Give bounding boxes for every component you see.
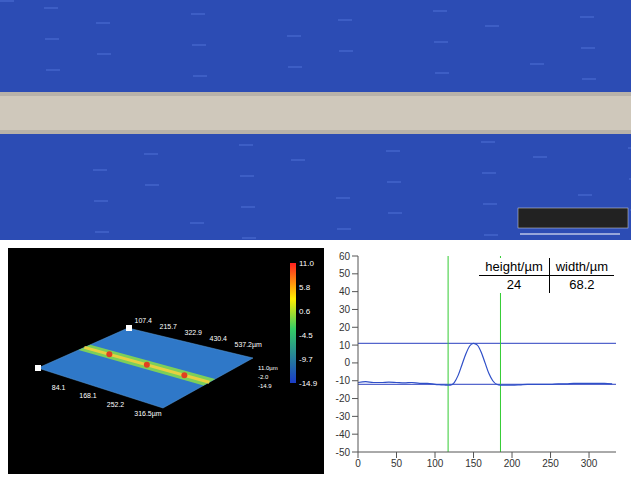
svg-text:150: 150 xyxy=(465,458,482,469)
svg-text:11.0: 11.0 xyxy=(299,259,315,268)
svg-text:11.0µm: 11.0µm xyxy=(258,365,278,371)
svg-text:322.9: 322.9 xyxy=(185,329,203,336)
svg-text:40: 40 xyxy=(339,286,351,297)
svg-text:84.1: 84.1 xyxy=(52,384,66,391)
svg-text:0.6: 0.6 xyxy=(299,307,311,316)
svg-text:200: 200 xyxy=(504,458,521,469)
svg-text:0: 0 xyxy=(355,458,361,469)
svg-text:60: 60 xyxy=(339,251,351,262)
svg-text:0: 0 xyxy=(344,357,350,368)
svg-text:-2.0: -2.0 xyxy=(258,374,269,380)
svg-text:-14.9: -14.9 xyxy=(299,379,318,388)
svg-text:-20: -20 xyxy=(336,393,351,404)
svg-text:-30: -30 xyxy=(336,411,351,422)
svg-text:-14.9: -14.9 xyxy=(258,383,272,389)
svg-text:30: 30 xyxy=(339,304,351,315)
html-text:24: 24 xyxy=(506,277,522,292)
svg-text:50: 50 xyxy=(339,268,351,279)
svg-text:-9.7: -9.7 xyxy=(299,355,313,364)
svg-text:316.5µm: 316.5µm xyxy=(134,410,162,418)
html-text:68.2: 68.2 xyxy=(569,277,595,292)
svg-text:252.2: 252.2 xyxy=(107,401,125,408)
svg-text:215.7: 215.7 xyxy=(160,323,178,330)
html-text:width/µm: width/µm xyxy=(555,259,608,274)
svg-text:-4.5: -4.5 xyxy=(299,331,313,340)
svg-text:430.4: 430.4 xyxy=(210,335,228,342)
svg-text:107.4: 107.4 xyxy=(135,317,153,324)
html-text:height/µm: height/µm xyxy=(485,259,543,274)
svg-text:100: 100 xyxy=(427,458,444,469)
svg-text:537.2µm: 537.2µm xyxy=(235,341,263,349)
svg-text:-40: -40 xyxy=(336,429,351,440)
svg-text:-10: -10 xyxy=(336,375,351,386)
svg-text:168.1: 168.1 xyxy=(79,392,97,399)
svg-text:5.8: 5.8 xyxy=(299,283,311,292)
svg-text:300: 300 xyxy=(581,458,598,469)
svg-text:10: 10 xyxy=(339,340,351,351)
svg-text:50: 50 xyxy=(391,458,403,469)
svg-text:20: 20 xyxy=(339,322,351,333)
svg-text:250: 250 xyxy=(542,458,559,469)
svg-text:-50: -50 xyxy=(336,447,351,458)
